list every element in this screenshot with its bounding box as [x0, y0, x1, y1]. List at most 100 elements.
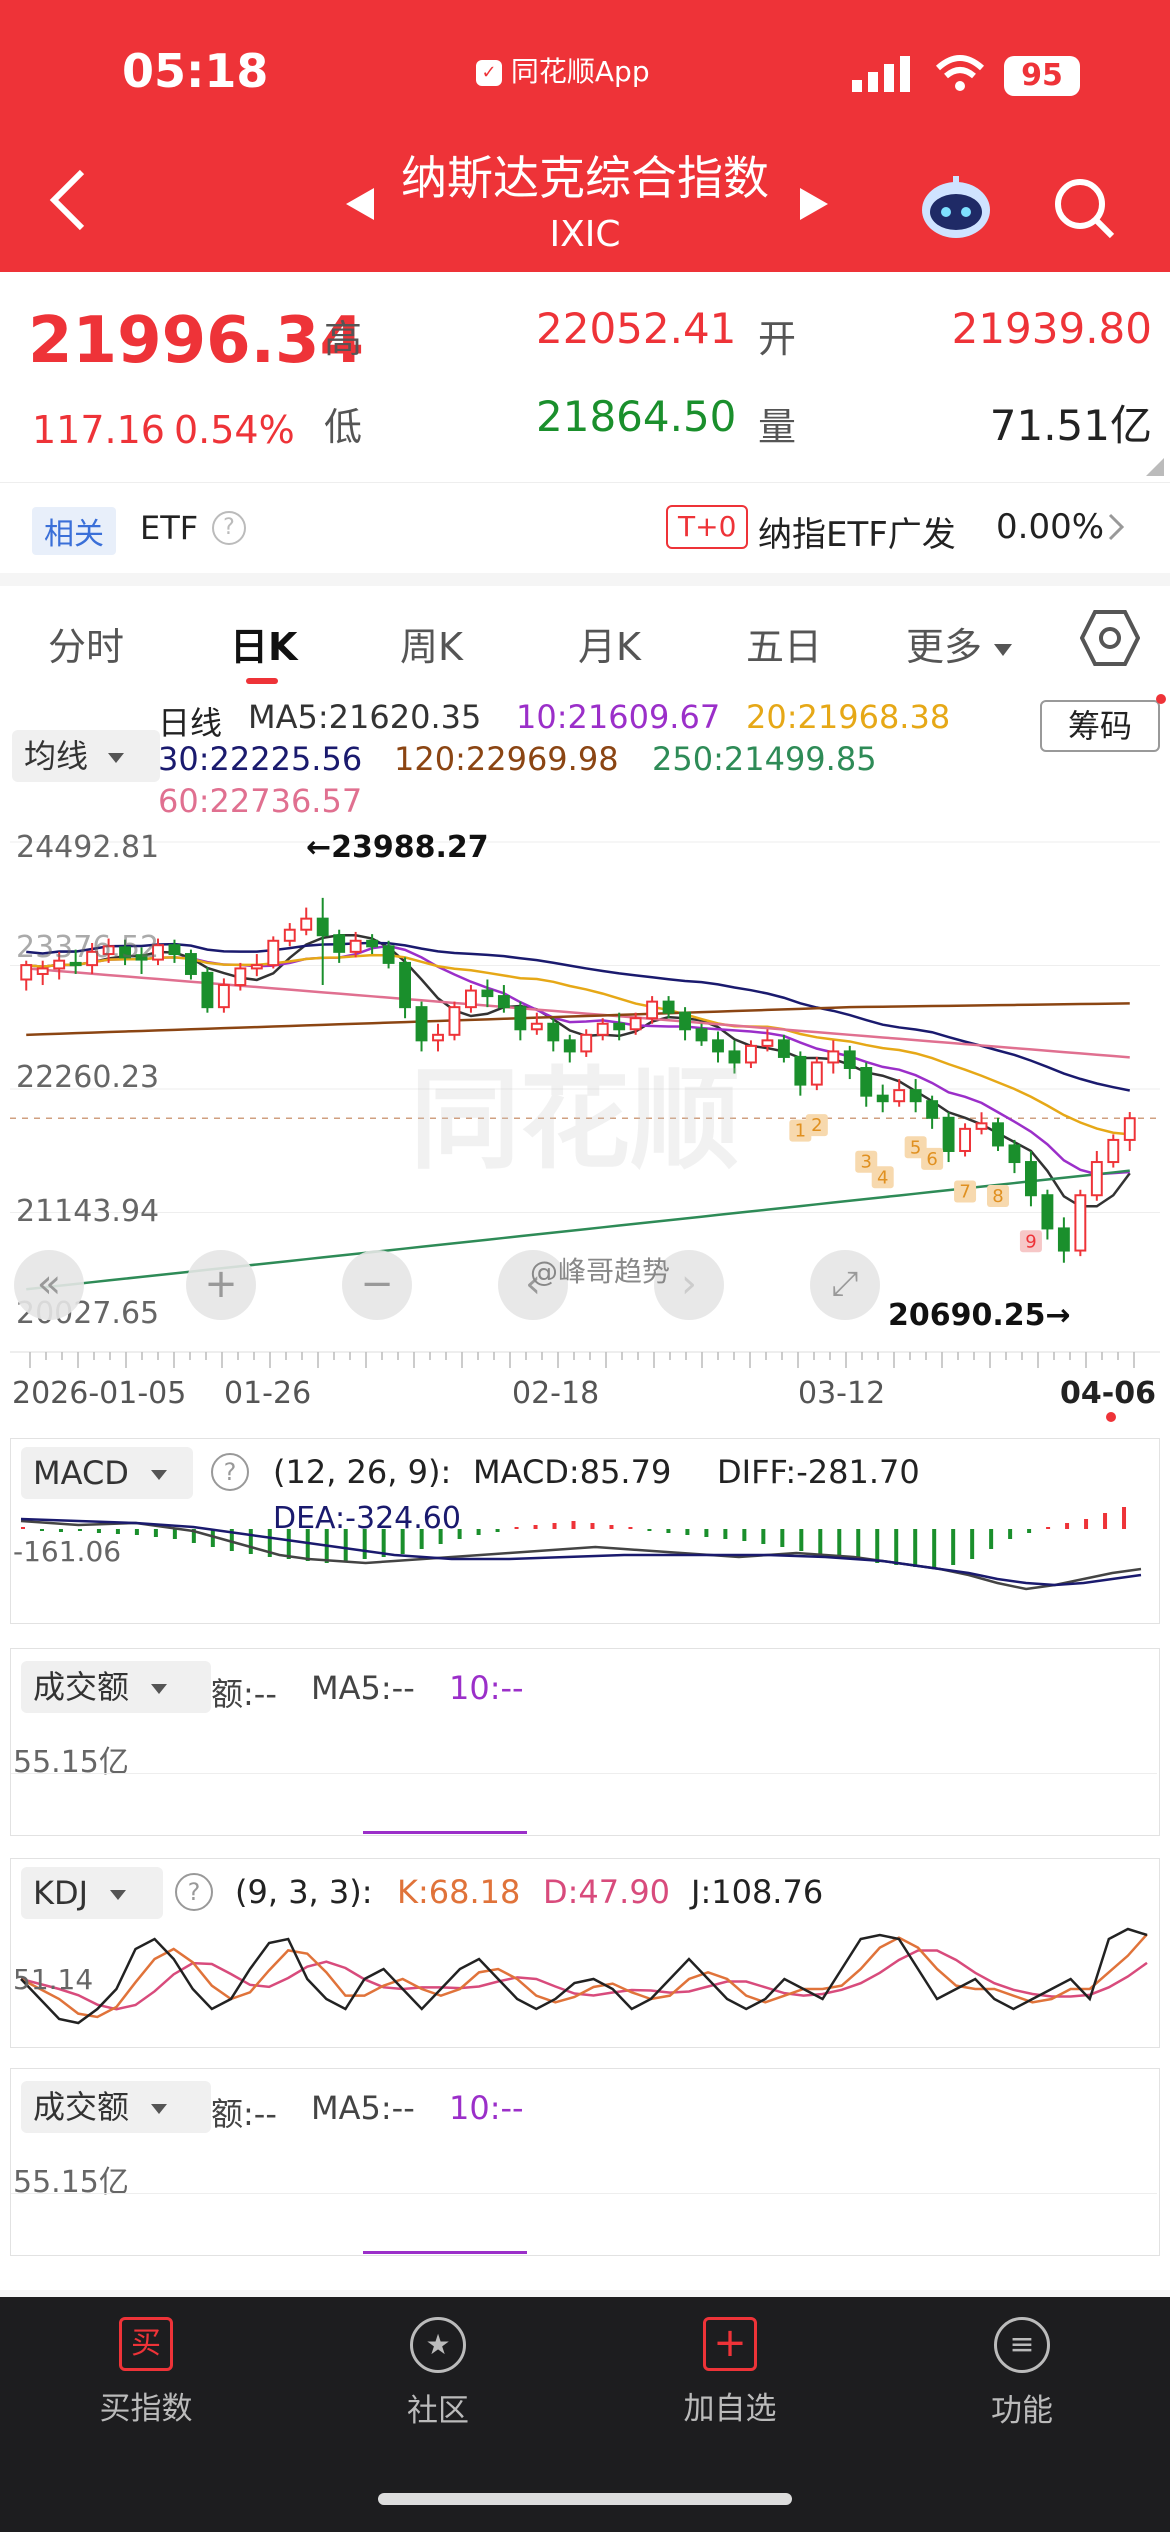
dea-value: DEA:-324.60 [273, 1501, 461, 1536]
macd-bar [381, 1529, 386, 1557]
next-index-icon[interactable] [796, 186, 832, 226]
macd-params: (12, 26, 9): [273, 1453, 452, 1491]
chevron-right-icon [1106, 511, 1126, 547]
kdj-panel: KDJ ? (9, 3, 3): K:68.18 D:47.90 J:108.7… [10, 1858, 1160, 2048]
candle-body [152, 944, 164, 961]
tab-five-day[interactable]: 五日 [746, 625, 823, 669]
related-etf-bar[interactable]: 相关 ETF ? T+0 纳指ETF广发 0.00% [0, 482, 1170, 573]
settings-hexagon-icon[interactable] [1079, 610, 1141, 670]
zoom-out-icon[interactable]: − [342, 1250, 412, 1320]
kdj-tick: 51.14 [13, 1963, 94, 1996]
candle-body [530, 1022, 543, 1031]
macd-bar [932, 1529, 937, 1569]
pan-left-icon[interactable]: ‹ [498, 1250, 568, 1320]
nav-functions[interactable]: ≡ 功能 [922, 2317, 1122, 2430]
macd-bar [951, 1529, 956, 1565]
open-label: 开 [758, 317, 797, 361]
macd-bar [723, 1529, 728, 1539]
macd-bar [514, 1527, 519, 1529]
robot-assistant-icon[interactable] [918, 174, 994, 244]
zoom-in-icon[interactable]: + [186, 1250, 256, 1320]
volume-ma5: MA5:-- [311, 1669, 415, 1707]
help-icon[interactable]: ? [175, 1873, 213, 1911]
td-count-label: 4 [877, 1167, 888, 1188]
prev-index-icon[interactable] [342, 186, 378, 226]
macd-bar [438, 1529, 443, 1544]
candle-body [1074, 1194, 1087, 1252]
collapse-left-icon[interactable]: « [14, 1250, 84, 1320]
volume-ma10: 10:-- [449, 1669, 524, 1707]
macd-bar [761, 1529, 766, 1544]
candle-body [1107, 1138, 1120, 1164]
candle-body [596, 1022, 609, 1036]
macd-bar [970, 1529, 975, 1559]
ma60-value: 60:22736.57 [158, 782, 363, 820]
caret-down-icon [108, 753, 125, 763]
macd-bar [21, 1527, 25, 1529]
td-count-label: 3 [861, 1152, 872, 1173]
pan-right-icon[interactable]: › [654, 1250, 724, 1320]
td-count-badge [987, 1184, 1009, 1207]
kdj-j: J:108.76 [691, 1873, 824, 1911]
price-change: 117.16 [32, 408, 165, 452]
volume-dropdown-2[interactable]: 成交额 [21, 2081, 211, 2133]
tab-more[interactable]: 更多 [906, 616, 1013, 671]
kdj-dropdown-label: KDJ [33, 1874, 89, 1912]
candle-body [168, 944, 181, 956]
volume-gridline [11, 2193, 1157, 2194]
etf-label: ETF [140, 509, 199, 547]
td-count-label: 2 [811, 1115, 822, 1136]
etf-name: 纳指ETF广发 [758, 515, 956, 555]
kdj-dropdown[interactable]: KDJ [21, 1867, 163, 1919]
macd-bar [666, 1529, 671, 1533]
candle-body [69, 961, 82, 967]
chip-button[interactable]: 筹码 [1040, 700, 1160, 752]
community-star-icon: ★ [410, 2317, 466, 2373]
macd-bar [39, 1529, 44, 1531]
status-time: 05:18 [122, 44, 269, 98]
macd-bar [286, 1529, 291, 1559]
back-icon[interactable] [48, 168, 88, 247]
candle-body [497, 995, 510, 1009]
tab-daily-k[interactable]: 日K [230, 625, 298, 669]
macd-dropdown-label: MACD [33, 1454, 129, 1492]
macd-bar [780, 1529, 785, 1547]
candle-body [448, 1006, 461, 1036]
candle-body [102, 945, 115, 956]
candle-body [794, 1055, 807, 1086]
candle-body [712, 1039, 724, 1053]
help-icon[interactable]: ? [212, 511, 246, 545]
tab-timeshare[interactable]: 分时 [48, 625, 125, 669]
macd-bar [267, 1529, 272, 1557]
nav-community[interactable]: ★ 社区 [338, 2317, 538, 2430]
t0-badge: T+0 [666, 505, 749, 549]
volume-gridline [11, 1773, 1157, 1774]
tab-monthly-k[interactable]: 月K [578, 625, 641, 669]
candle-body [777, 1039, 790, 1058]
help-icon[interactable]: ? [211, 1453, 249, 1491]
nav-add-watchlist[interactable]: + 加自选 [630, 2317, 830, 2428]
kdj-params: (9, 3, 3): [235, 1873, 373, 1911]
nav-buy-index[interactable]: 买 买指数 [46, 2317, 246, 2428]
corner-expand-icon[interactable] [1146, 458, 1164, 476]
macd-dropdown[interactable]: MACD [21, 1447, 193, 1499]
volume-dropdown[interactable]: 成交额 [21, 1661, 211, 1713]
candle-body [745, 1044, 757, 1064]
macd-bar [1103, 1513, 1108, 1529]
candle-body [662, 1000, 675, 1014]
fullscreen-icon[interactable]: ⤢ [810, 1250, 880, 1320]
buy-icon: 买 [119, 2317, 173, 2371]
tab-weekly-k[interactable]: 周K [400, 625, 463, 669]
ma-dropdown[interactable]: 均线 [12, 730, 160, 782]
app-badge: ✓ 同花顺App [476, 50, 650, 90]
candle-body [876, 1094, 889, 1103]
volume-panel: 成交额 额:-- MA5:-- 10:-- 55.15亿 [10, 1648, 1160, 1836]
macd-value: MACD:85.79 [473, 1453, 672, 1491]
candle-body [547, 1022, 560, 1042]
kdj-d: D:47.90 [543, 1873, 671, 1911]
td-count-badge [855, 1150, 878, 1173]
search-icon[interactable] [1052, 176, 1116, 244]
macd-bar [989, 1529, 994, 1549]
macd-bar [210, 1529, 215, 1547]
